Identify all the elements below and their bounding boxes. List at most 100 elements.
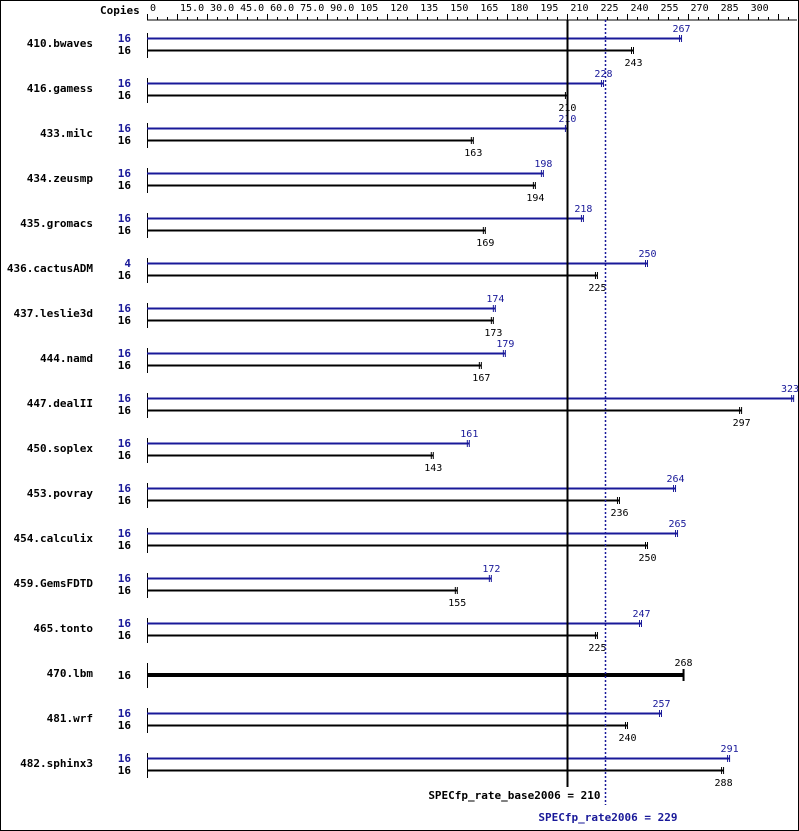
- benchmark-name: 481.wrf: [47, 712, 93, 725]
- x-tick-label: 90.0: [330, 3, 354, 14]
- peak-value-label: 267: [673, 24, 691, 35]
- base-value-label: 163: [464, 148, 482, 159]
- benchmark-name: 435.gromacs: [20, 217, 93, 230]
- benchmark-name: 482.sphinx3: [20, 757, 93, 770]
- base-value-label: 250: [638, 553, 656, 564]
- x-tick-label: 180: [510, 3, 528, 14]
- base-value-label: 143: [424, 463, 442, 474]
- base-copies: 16: [118, 669, 132, 682]
- base-value-label: 268: [675, 658, 693, 669]
- peak-copies: 16: [118, 32, 132, 45]
- x-tick-label: 285: [721, 3, 739, 14]
- benchmark-name: 450.soplex: [27, 442, 94, 455]
- base-copies: 16: [118, 584, 132, 597]
- peak-copies: 16: [118, 437, 132, 450]
- x-tick-label: 120: [390, 3, 408, 14]
- base-copies: 16: [118, 494, 132, 507]
- base-value-label: 167: [472, 373, 490, 384]
- peak-value-label: 228: [594, 69, 612, 80]
- x-tick-label: 300: [751, 3, 769, 14]
- benchmark-name: 436.cactusADM: [7, 262, 93, 275]
- base-copies: 16: [118, 359, 132, 372]
- peak-copies: 16: [118, 527, 132, 540]
- benchmark-name: 470.lbm: [47, 667, 94, 680]
- peak-copies: 16: [118, 752, 132, 765]
- peak-value-label: 174: [486, 294, 504, 305]
- peak-value-label: 323: [781, 384, 799, 395]
- peak-copies: 16: [118, 77, 132, 90]
- base-value-label: 169: [476, 238, 494, 249]
- base-value-label: 243: [624, 58, 642, 69]
- benchmark-name: 447.dealII: [27, 397, 93, 410]
- base-copies: 16: [118, 539, 132, 552]
- peak-summary-label: SPECfp_rate2006 = 229: [538, 811, 677, 824]
- base-value-label: 225: [588, 283, 606, 294]
- peak-value-label: 198: [534, 159, 552, 170]
- benchmark-name: 416.gamess: [27, 82, 93, 95]
- base-copies: 16: [118, 719, 132, 732]
- x-tick-label: 75.0: [300, 3, 324, 14]
- base-value-label: 288: [715, 778, 733, 789]
- benchmark-name: 437.leslie3d: [14, 307, 93, 320]
- peak-copies: 16: [118, 572, 132, 585]
- peak-value-label: 218: [574, 204, 592, 215]
- x-tick-label: 30.0: [210, 3, 234, 14]
- benchmark-name: 454.calculix: [14, 532, 94, 545]
- peak-value-label: 291: [721, 744, 739, 755]
- peak-value-label: 265: [668, 519, 686, 530]
- base-copies: 16: [118, 314, 132, 327]
- base-copies: 16: [118, 629, 132, 642]
- peak-copies: 16: [118, 482, 132, 495]
- peak-value-label: 179: [496, 339, 514, 350]
- peak-copies: 16: [118, 122, 132, 135]
- base-value-label: 194: [526, 193, 544, 204]
- x-tick-label: 60.0: [270, 3, 294, 14]
- base-copies: 16: [118, 224, 132, 237]
- x-tick-label: 270: [691, 3, 709, 14]
- x-tick-label: 105: [360, 3, 378, 14]
- base-value-label: 240: [618, 733, 636, 744]
- base-value-label: 236: [610, 508, 628, 519]
- peak-copies: 16: [118, 617, 132, 630]
- base-copies: 16: [118, 134, 132, 147]
- x-tick-label: 195: [540, 3, 558, 14]
- peak-value-label: 247: [632, 609, 650, 620]
- base-value-label: 173: [484, 328, 502, 339]
- x-tick-label: 15.0: [180, 3, 204, 14]
- x-tick-label: 225: [600, 3, 618, 14]
- peak-copies: 16: [118, 302, 132, 315]
- benchmark-name: 433.milc: [40, 127, 93, 140]
- benchmark-name: 410.bwaves: [27, 37, 93, 50]
- base-copies: 16: [118, 269, 132, 282]
- benchmark-name: 453.povray: [27, 487, 94, 500]
- copies-header: Copies: [100, 4, 140, 17]
- peak-copies: 16: [118, 167, 132, 180]
- benchmark-name: 434.zeusmp: [27, 172, 94, 185]
- benchmark-name: 465.tonto: [33, 622, 93, 635]
- peak-copies: 16: [118, 392, 132, 405]
- x-tick-label: 210: [570, 3, 588, 14]
- x-tick-label: 45.0: [240, 3, 264, 14]
- base-copies: 16: [118, 449, 132, 462]
- x-tick-label: 240: [630, 3, 648, 14]
- base-copies: 16: [118, 44, 132, 57]
- benchmark-name: 459.GemsFDTD: [14, 577, 94, 590]
- peak-copies: 16: [118, 212, 132, 225]
- benchmark-name: 444.namd: [40, 352, 93, 365]
- base-copies: 16: [118, 179, 132, 192]
- base-value-label: 297: [733, 418, 751, 429]
- peak-value-label: 264: [666, 474, 684, 485]
- x-tick-label: 165: [480, 3, 498, 14]
- peak-value-label: 257: [652, 699, 670, 710]
- peak-copies: 16: [118, 707, 132, 720]
- x-tick-label: 255: [661, 3, 679, 14]
- base-summary-label: SPECfp_rate_base2006 = 210: [428, 789, 600, 802]
- peak-copies: 4: [124, 257, 131, 270]
- x-tick-label: 150: [450, 3, 468, 14]
- peak-value-label: 172: [482, 564, 500, 575]
- peak-value-label: 250: [638, 249, 656, 260]
- base-copies: 16: [118, 404, 132, 417]
- base-copies: 16: [118, 89, 132, 102]
